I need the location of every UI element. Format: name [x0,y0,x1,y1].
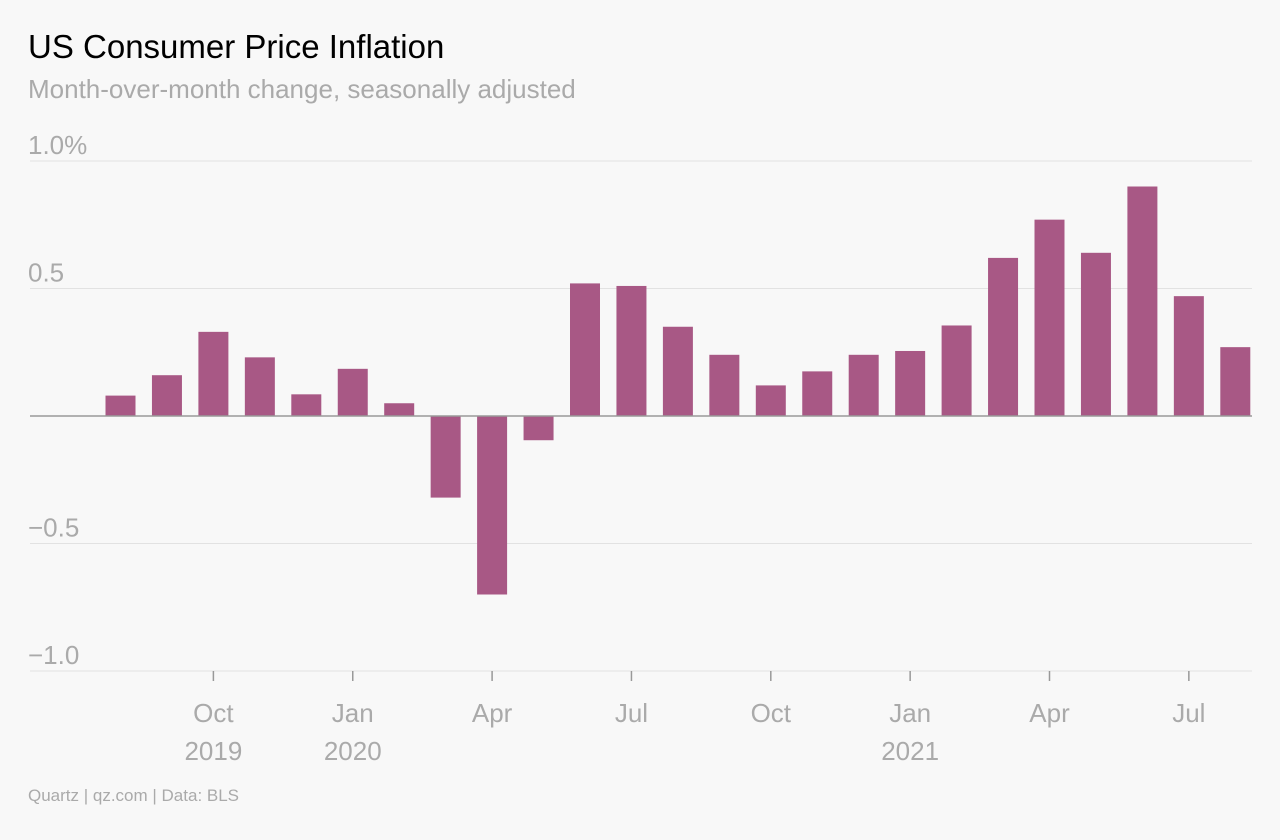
chart-plot: 1.0% 0.5 −0.5 −1.0 Oct 2019 Jan 2020 Apr Jul Oct Ja… [28,130,1252,766]
bars [105,186,1251,595]
bar-2020-03 [430,416,461,498]
y-tick-label: −0.5 [28,513,79,543]
bar-2020-10 [755,385,786,416]
x-tick-label: Jan [332,698,374,728]
bar-2019-11 [244,357,275,416]
y-tick-label: 0.5 [28,258,64,288]
bar-2021-02 [941,325,972,416]
bar-2020-11 [802,371,833,416]
bar-2020-01 [337,368,368,416]
bar-2021-06 [1127,186,1158,416]
x-tick-label: Jul [615,698,648,728]
bar-2021-08 [1220,347,1251,416]
tick-labels: 1.0% 0.5 −0.5 −1.0 Oct 2019 Jan 2020 Apr Jul Oct Ja… [28,130,1205,766]
x-tick-label: Jan [889,698,931,728]
bar-2020-05 [523,416,554,441]
chart-subtitle: Month-over-month change, seasonally adju… [28,74,576,104]
bar-2021-04 [1034,219,1065,416]
x-tick-label: Oct [751,698,792,728]
bar-2021-01 [895,350,926,416]
y-tick-label: 1.0% [28,130,87,160]
chart-title: US Consumer Price Inflation [28,28,445,65]
x-tick-label: Apr [1029,698,1070,728]
bar-2020-12 [848,354,879,416]
bar-2020-02 [384,403,415,416]
bar-2020-04 [477,416,508,595]
bar-2019-12 [291,394,322,416]
bar-2020-08 [662,326,693,416]
axes [30,415,1252,681]
bar-2021-07 [1173,296,1204,416]
x-tick-year-label: 2019 [184,736,242,766]
bar-2019-10 [198,331,229,416]
y-tick-label: −1.0 [28,640,79,670]
x-tick-label: Oct [193,698,234,728]
bar-2020-06 [570,283,600,416]
source-credit: Quartz | qz.com | Data: BLS [28,786,240,805]
bar-2021-03 [988,257,1019,416]
bar-2021-05 [1080,252,1111,416]
bar-2020-07 [616,285,647,416]
bar-2019-08 [105,395,136,416]
bar-2020-09 [709,354,740,416]
x-tick-year-label: 2020 [324,736,382,766]
x-tick-label: Jul [1172,698,1205,728]
x-tick-year-label: 2021 [881,736,939,766]
bar-2019-09 [151,375,182,416]
x-tick-label: Apr [472,698,513,728]
